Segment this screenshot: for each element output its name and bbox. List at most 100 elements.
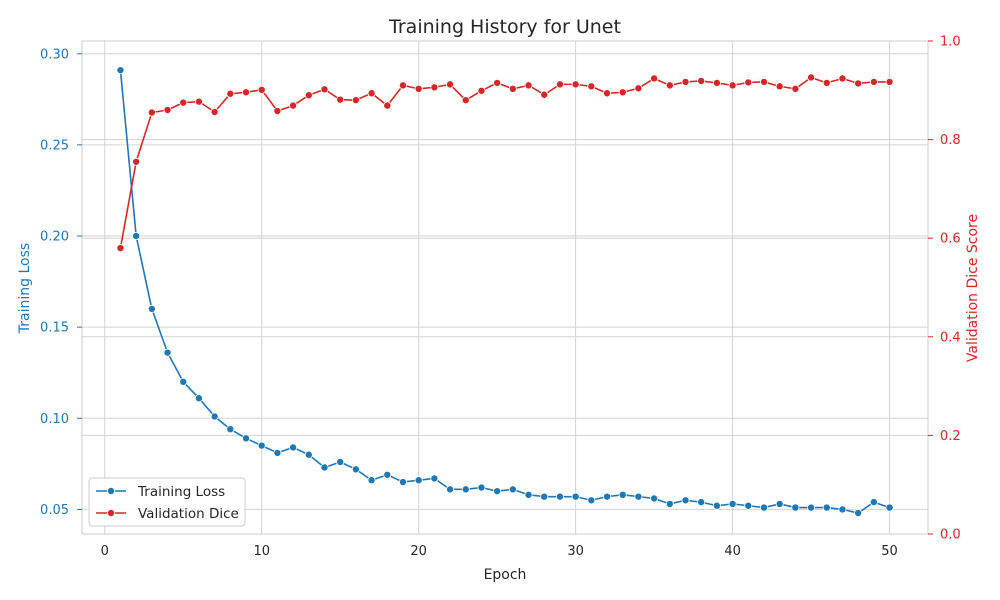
- data-point-validation-dice: [414, 84, 423, 93]
- y-right-tick-label: 0.4: [940, 330, 961, 345]
- legend-label-validation-dice: Validation Dice: [138, 506, 239, 522]
- data-point-training-loss: [587, 496, 596, 505]
- data-point-training-loss: [194, 394, 203, 403]
- data-point-training-loss: [336, 458, 345, 467]
- data-point-validation-dice: [336, 95, 345, 104]
- data-point-validation-dice: [681, 77, 690, 86]
- y-right-tick-label: 0.0: [940, 528, 961, 543]
- data-point-training-loss: [822, 503, 831, 512]
- data-point-training-loss: [179, 377, 188, 386]
- data-point-validation-dice: [289, 101, 298, 110]
- data-point-validation-dice: [587, 82, 596, 91]
- data-point-validation-dice: [603, 89, 612, 98]
- data-point-validation-dice: [446, 80, 455, 89]
- data-point-validation-dice: [885, 77, 894, 86]
- data-point-validation-dice: [273, 107, 282, 116]
- series-layer: [116, 66, 894, 518]
- y-right-tick-label: 1.0: [940, 35, 961, 50]
- data-point-training-loss: [132, 232, 141, 241]
- data-point-validation-dice: [147, 108, 156, 117]
- data-point-validation-dice: [367, 89, 376, 98]
- data-point-validation-dice: [744, 78, 753, 87]
- data-point-validation-dice: [179, 98, 188, 107]
- data-point-training-loss: [807, 503, 816, 512]
- data-point-training-loss: [446, 485, 455, 494]
- data-point-validation-dice: [398, 81, 407, 90]
- data-point-training-loss: [383, 470, 392, 479]
- data-point-validation-dice: [807, 73, 816, 82]
- y-right-tick-label: 0.6: [940, 232, 961, 247]
- legend-marker-validation-dice: [107, 508, 116, 517]
- data-point-validation-dice: [132, 157, 141, 166]
- data-point-validation-dice: [116, 244, 125, 253]
- data-point-validation-dice: [540, 90, 549, 99]
- data-point-training-loss: [665, 499, 674, 508]
- data-point-validation-dice: [665, 81, 674, 90]
- y-left-tick-label: 0.10: [40, 412, 69, 427]
- data-point-validation-dice: [759, 77, 768, 86]
- data-point-validation-dice: [257, 85, 266, 94]
- data-point-validation-dice: [226, 89, 235, 98]
- x-axis-label: Epoch: [484, 567, 527, 583]
- chart-title: Training History for Unet: [388, 16, 621, 38]
- x-tick-label: 0: [101, 544, 109, 559]
- y-left-tick-label: 0.15: [40, 321, 69, 336]
- data-point-training-loss: [571, 492, 580, 501]
- y-left-tick-label: 0.20: [40, 230, 69, 245]
- data-point-training-loss: [430, 474, 439, 483]
- data-point-validation-dice: [351, 96, 360, 105]
- x-tick-label: 30: [567, 544, 584, 559]
- data-point-training-loss: [493, 487, 502, 496]
- data-point-training-loss: [618, 490, 627, 499]
- data-point-training-loss: [759, 503, 768, 512]
- data-point-validation-dice: [304, 91, 313, 100]
- chart-legend: Training Loss Validation Dice: [88, 477, 246, 527]
- x-tick-label: 40: [724, 544, 741, 559]
- data-point-validation-dice: [838, 74, 847, 83]
- data-point-validation-dice: [634, 84, 643, 93]
- data-point-training-loss: [838, 505, 847, 514]
- data-point-validation-dice: [697, 76, 706, 85]
- data-point-training-loss: [728, 499, 737, 508]
- y-left-tick-label: 0.25: [40, 138, 69, 153]
- y-left-tick-label: 0.30: [40, 47, 69, 62]
- legend-label-training-loss: Training Loss: [137, 484, 225, 500]
- data-point-training-loss: [634, 492, 643, 501]
- data-point-training-loss: [540, 492, 549, 501]
- data-point-validation-dice: [320, 85, 329, 94]
- data-point-training-loss: [351, 465, 360, 474]
- series-line-training-loss: [119, 70, 890, 514]
- data-point-validation-dice: [618, 88, 627, 97]
- data-point-validation-dice: [163, 106, 172, 115]
- y-axis-label-left: Training Loss: [17, 243, 33, 334]
- series-line-validation-dice: [119, 76, 890, 249]
- data-point-validation-dice: [775, 82, 784, 91]
- data-point-training-loss: [320, 463, 329, 472]
- data-point-validation-dice: [461, 96, 470, 105]
- data-point-validation-dice: [493, 78, 502, 87]
- data-point-validation-dice: [508, 84, 517, 93]
- data-point-training-loss: [854, 509, 863, 518]
- data-point-training-loss: [712, 501, 721, 510]
- data-point-training-loss: [116, 66, 125, 75]
- legend-marker-training-loss: [107, 486, 116, 495]
- data-point-training-loss: [524, 490, 533, 499]
- data-point-training-loss: [289, 443, 298, 452]
- data-point-validation-dice: [712, 78, 721, 87]
- data-point-training-loss: [210, 412, 219, 421]
- data-point-training-loss: [257, 441, 266, 450]
- y-axis-label-right: Validation Dice Score: [965, 214, 981, 362]
- data-point-validation-dice: [650, 74, 659, 83]
- tick-layer: 0 10 20 30 40 50 0.05 0.10 0.15 0.20 0.25 0.30 0.0 0.…: [40, 35, 961, 560]
- legend-frame: [88, 477, 246, 527]
- data-point-training-loss: [885, 503, 894, 512]
- data-point-validation-dice: [854, 79, 863, 88]
- y-right-tick-label: 0.8: [940, 133, 961, 148]
- data-point-training-loss: [242, 434, 251, 443]
- data-point-training-loss: [367, 476, 376, 485]
- data-point-validation-dice: [477, 86, 486, 95]
- data-point-training-loss: [650, 494, 659, 503]
- data-point-training-loss: [869, 498, 878, 507]
